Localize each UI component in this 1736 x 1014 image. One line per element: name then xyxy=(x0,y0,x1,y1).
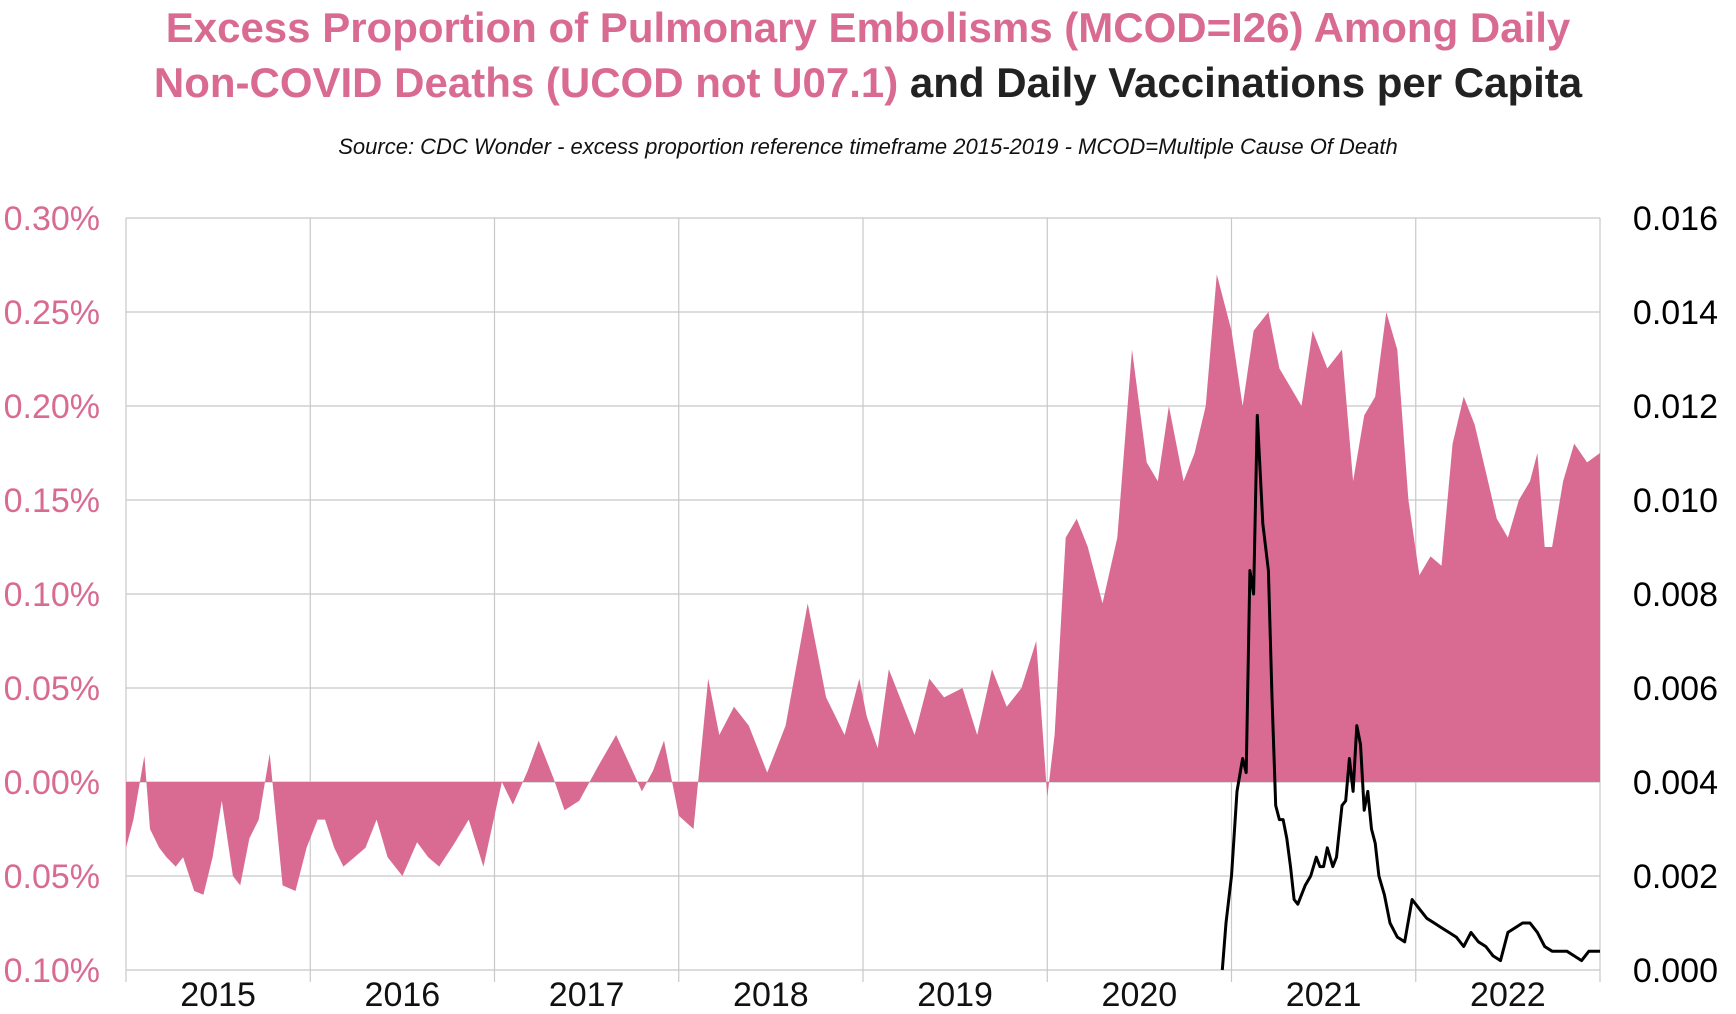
right-tick-label: 0.000 xyxy=(1633,952,1718,990)
left-tick-label: 0.20% xyxy=(4,388,100,426)
right-tick-label: 0.002 xyxy=(1633,858,1718,896)
left-tick-label: 0.00% xyxy=(4,764,100,802)
chart-subtitle: Source: CDC Wonder - excess proportion r… xyxy=(338,134,1398,159)
x-tick-label: 2018 xyxy=(733,976,809,1014)
x-tick-label: 2019 xyxy=(917,976,993,1014)
left-tick-label: 0.05% xyxy=(4,670,100,708)
left-tick-label: 0.15% xyxy=(4,482,100,520)
chart-title-connector: and xyxy=(898,59,997,106)
x-axis-ticks: 2015 2016 2017 2018 2019 2020 2021 2022 xyxy=(180,976,1545,1014)
x-tick-label: 2016 xyxy=(365,976,441,1014)
left-tick-label: 0.30% xyxy=(4,200,100,238)
right-tick-label: 0.016 xyxy=(1633,200,1718,238)
right-tick-label: 0.004 xyxy=(1633,764,1718,802)
area-series xyxy=(126,274,1600,895)
right-tick-label: 0.006 xyxy=(1633,670,1718,708)
x-tick-label: 2022 xyxy=(1470,976,1546,1014)
left-tick-label: 0.10% xyxy=(4,952,100,990)
chart-title-line-1: Excess Proportion of Pulmonary Embolisms… xyxy=(165,4,1571,51)
chart-title: Excess Proportion of Pulmonary Embolisms… xyxy=(0,0,1736,110)
left-axis-ticks: 0.10% 0.05% 0.00% 0.05% 0.10% 0.15% 0.20% 0.25%… xyxy=(4,200,100,990)
right-tick-label: 0.012 xyxy=(1633,388,1718,426)
chart-title-dark-part: Daily Vaccinations per Capita xyxy=(996,59,1583,106)
left-tick-label: 0.10% xyxy=(4,576,100,614)
chart-title-pink-part: Non-COVID Deaths (UCOD not U07.1) xyxy=(153,59,899,106)
chart-title-line-2: Non-COVID Deaths (UCOD not U07.1) and Da… xyxy=(0,55,1736,110)
vaccination-line xyxy=(1220,413,1600,971)
left-tick-label: 0.25% xyxy=(4,294,100,332)
x-tick-label: 2017 xyxy=(549,976,625,1014)
right-tick-label: 0.008 xyxy=(1633,576,1718,614)
right-tick-label: 0.014 xyxy=(1633,294,1718,332)
x-tick-label: 2021 xyxy=(1286,976,1362,1014)
right-axis-ticks: 0.000 0.002 0.004 0.006 0.008 0.010 0.012 0.014… xyxy=(1633,200,1718,990)
vaccination-line-series xyxy=(1220,413,1600,971)
left-tick-label: 0.05% xyxy=(4,858,100,896)
excess-pe-area xyxy=(126,274,1600,895)
x-tick-label: 2015 xyxy=(180,976,256,1014)
right-tick-label: 0.010 xyxy=(1633,482,1718,520)
x-tick-label: 2020 xyxy=(1102,976,1178,1014)
